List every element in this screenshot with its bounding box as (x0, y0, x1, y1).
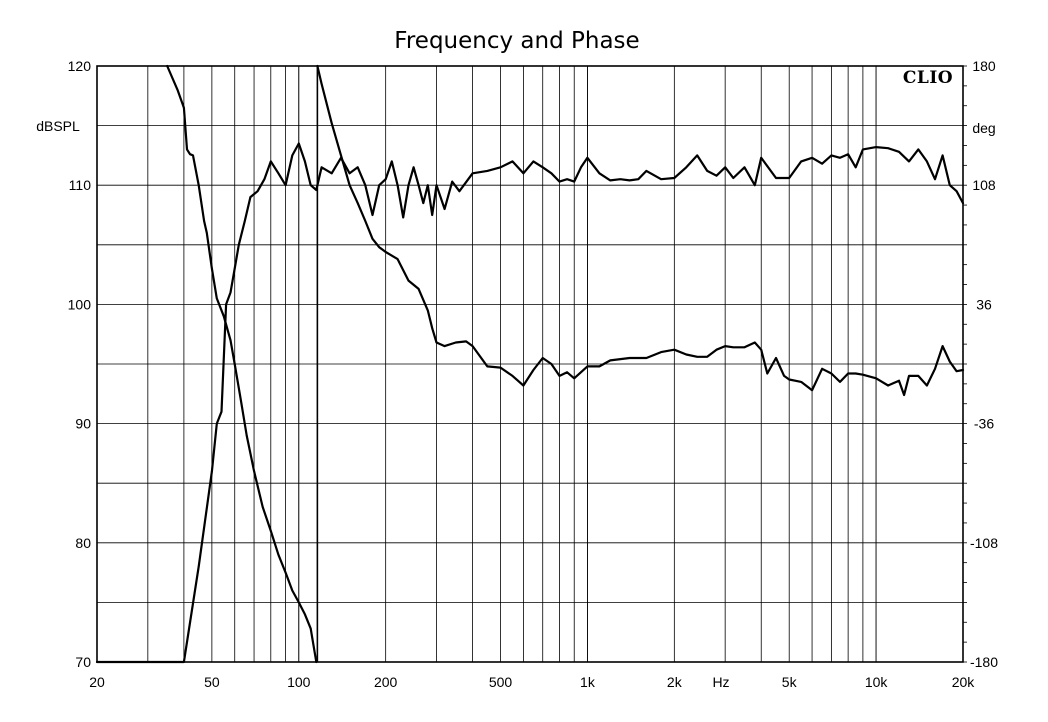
y-right-tick-label: 108 (972, 177, 996, 193)
x-tick-label: 100 (287, 674, 311, 690)
chart-title: Frequency and Phase (394, 28, 639, 54)
brand-logo: CLIO (903, 68, 953, 88)
y-right-tick-label: 36 (976, 296, 992, 312)
y-left-tick-label: 100 (68, 296, 92, 312)
plot-frame (96, 65, 964, 663)
y-right-tick-labels: -180 -108 -36 36 108 180 (970, 58, 998, 670)
y-right-tick-label: -180 (970, 654, 998, 670)
y-right-tick-label: 180 (972, 58, 996, 74)
x-axis-label: Hz (712, 674, 729, 690)
y-left-tick-labels: 70 80 90 100 110 120 (68, 58, 92, 670)
y-right-tick-label: -36 (974, 416, 994, 432)
y-left-tick-label: 80 (75, 535, 91, 551)
series-line-2 (166, 64, 965, 664)
brand-logo-background (895, 67, 961, 87)
x-tick-label: 200 (374, 674, 398, 690)
x-tick-label: 1k (580, 674, 596, 690)
x-tick-label: 20 (89, 674, 105, 690)
y-left-tick-label: 120 (68, 58, 92, 74)
y-right-tick-label: -108 (970, 535, 998, 551)
x-tick-label: 10k (865, 674, 889, 690)
x-tick-labels: 20 50 100 200 500 1k 2k 5k 10k 20k (89, 674, 975, 690)
curves (95, 64, 965, 664)
y-right-axis-label: deg (972, 120, 995, 136)
x-tick-label: 500 (489, 674, 513, 690)
grid (97, 65, 967, 663)
x-tick-label: 2k (667, 674, 683, 690)
x-tick-label: 20k (952, 674, 976, 690)
x-tick-label: 50 (204, 674, 220, 690)
x-tick-label: 5k (782, 674, 798, 690)
y-left-tick-label: 70 (75, 654, 91, 670)
y-left-axis-label: dBSPL (36, 118, 80, 134)
y-left-tick-label: 110 (69, 177, 92, 193)
y-left-tick-label: 90 (75, 416, 91, 432)
series-line-1 (95, 142, 965, 664)
